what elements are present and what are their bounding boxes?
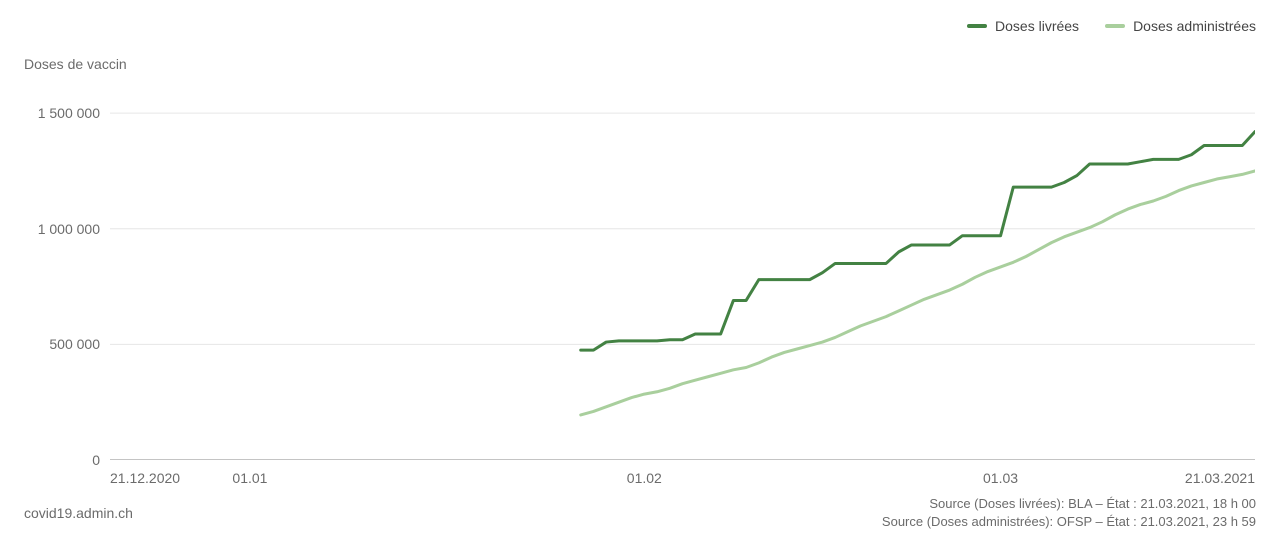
y-tick-label: 1 500 000 (10, 105, 100, 121)
legend-label-delivered: Doses livrées (995, 18, 1079, 34)
y-tick-label: 500 000 (10, 336, 100, 352)
source-attribution: Source (Doses livrées): BLA – État : 21.… (882, 495, 1256, 531)
plot-area (110, 90, 1255, 460)
x-tick-label: 21.03.2021 (1185, 470, 1255, 486)
legend-label-administered: Doses administrées (1133, 18, 1256, 34)
site-attribution: covid19.admin.ch (24, 505, 133, 521)
legend-swatch-administered (1105, 24, 1125, 28)
legend-swatch-delivered (967, 24, 987, 28)
chart-container: Doses livrées Doses administrées Doses d… (0, 0, 1280, 549)
source-line-1: Source (Doses livrées): BLA – État : 21.… (882, 495, 1256, 513)
legend-item-delivered: Doses livrées (967, 18, 1079, 34)
x-tick-label: 01.01 (232, 470, 267, 486)
y-tick-label: 1 000 000 (10, 221, 100, 237)
x-tick-label: 21.12.2020 (110, 470, 180, 486)
chart-svg (110, 90, 1255, 460)
legend: Doses livrées Doses administrées (967, 18, 1256, 34)
legend-item-administered: Doses administrées (1105, 18, 1256, 34)
x-tick-label: 01.02 (627, 470, 662, 486)
y-tick-label: 0 (10, 452, 100, 468)
x-tick-label: 01.03 (983, 470, 1018, 486)
source-line-2: Source (Doses administrées): OFSP – État… (882, 513, 1256, 531)
y-axis-title: Doses de vaccin (24, 56, 127, 72)
